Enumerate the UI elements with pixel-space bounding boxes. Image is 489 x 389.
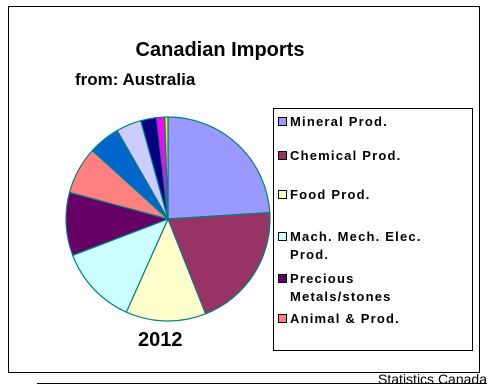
legend-item-machinery: Mach. Mech. Elec. Prod. (278, 228, 458, 264)
legend-label: Food Prod. (290, 187, 371, 202)
pie-slice-mach-mech-elec-prod (71, 217, 170, 313)
pie-slice-mineral-prod (167, 116, 271, 220)
legend-label: Chemical Prod. (290, 148, 402, 163)
legend-label: Precious Metals/stones (290, 271, 392, 304)
legend-swatch (278, 274, 287, 283)
legend-label: Mineral Prod. (290, 114, 388, 129)
legend-label: Animal & Prod. (290, 311, 400, 326)
legend-item-chemical: Chemical Prod. (278, 147, 470, 165)
legend-item-precious: Precious Metals/stones (278, 270, 428, 306)
pie-slice-10 (164, 116, 169, 220)
legend-swatch (278, 151, 287, 160)
legend-item-animal: Animal & Prod. (278, 310, 470, 328)
legend-swatch (278, 232, 287, 241)
legend-swatch (278, 190, 287, 199)
chart-subtitle: from: Australia (75, 70, 196, 89)
pie-slice-chemical-prod (167, 211, 271, 315)
year-label: 2012 (138, 329, 183, 351)
legend-item-food: Food Prod. (278, 186, 470, 204)
legend: Mineral Prod. Chemical Prod. Food Prod. … (273, 108, 473, 351)
bottom-rule (37, 383, 486, 384)
chart-title: Canadian Imports (135, 39, 305, 61)
legend-label: Mach. Mech. Elec. Prod. (290, 229, 422, 262)
legend-swatch (278, 314, 287, 323)
legend-item-mineral: Mineral Prod. (278, 113, 470, 131)
legend-swatch (278, 117, 287, 126)
pie-slice-food-prod (125, 217, 207, 322)
source-label: Statistics Canada (378, 371, 487, 387)
